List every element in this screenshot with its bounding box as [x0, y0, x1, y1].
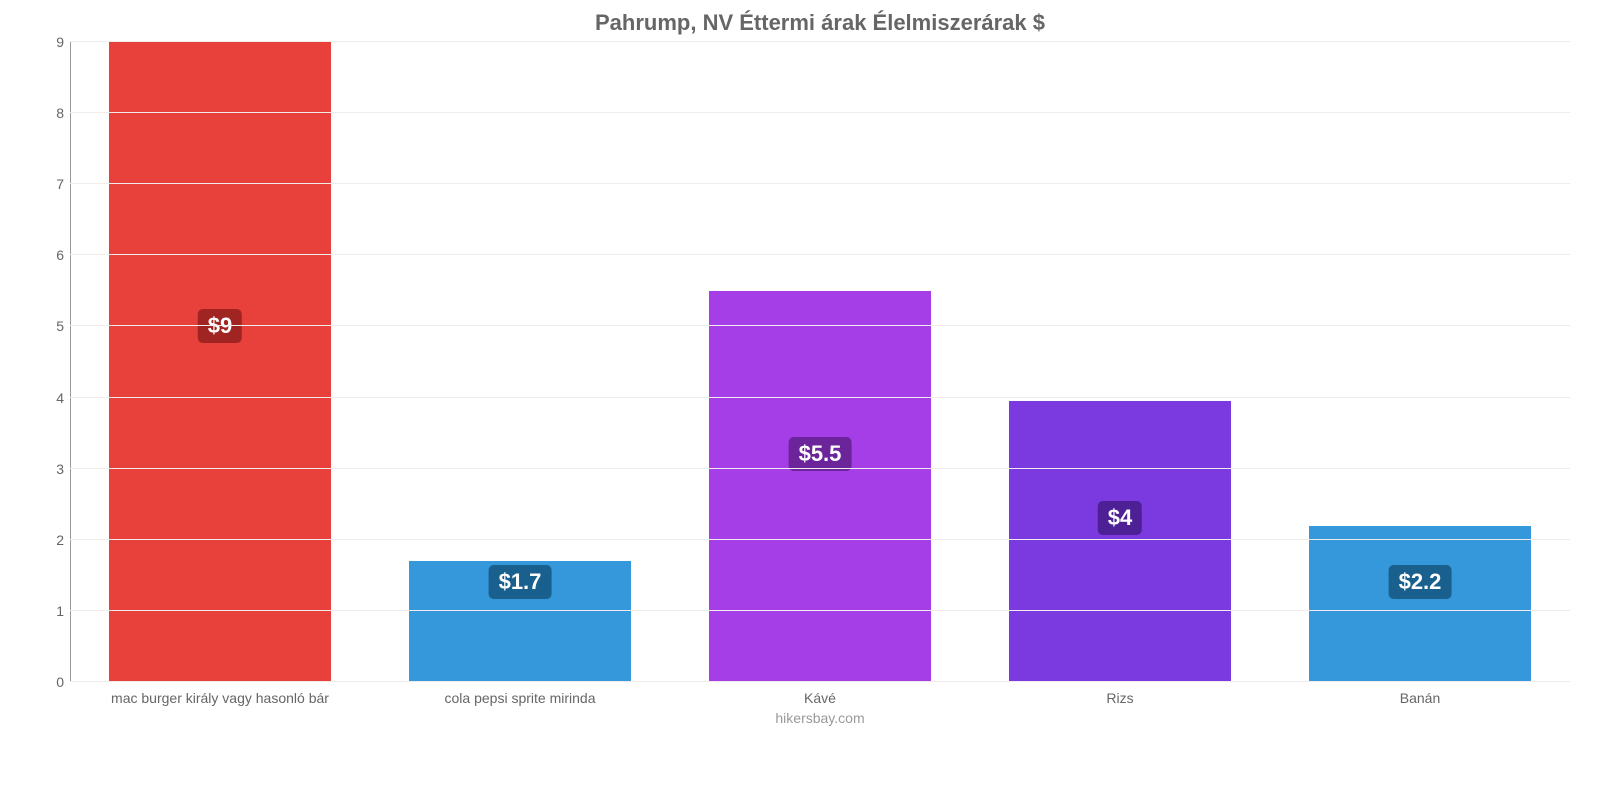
y-tick-label: 9: [30, 34, 64, 50]
y-tick-label: 0: [30, 674, 64, 690]
y-tick-label: 5: [30, 318, 64, 334]
y-tick-label: 4: [30, 390, 64, 406]
y-tick-label: 2: [30, 532, 64, 548]
y-tick-label: 3: [30, 461, 64, 477]
gridline: [70, 112, 1570, 113]
y-tick-label: 8: [30, 105, 64, 121]
gridline: [70, 397, 1570, 398]
bar: $5.5: [709, 291, 931, 682]
chart-footer: hikersbay.com: [70, 710, 1570, 726]
bar-slot: $5.5: [670, 42, 970, 682]
gridline: [70, 325, 1570, 326]
gridline: [70, 183, 1570, 184]
bars-container: $9 $1.7 $5.5 $4 $2.2: [70, 42, 1570, 682]
value-badge: $2.2: [1389, 565, 1452, 599]
x-axis-label: Rizs: [970, 690, 1270, 706]
y-tick-label: 7: [30, 176, 64, 192]
x-axis-label: Kávé: [670, 690, 970, 706]
gridline: [70, 468, 1570, 469]
x-axis-labels: mac burger király vagy hasonló bárcola p…: [70, 690, 1570, 706]
gridline: [70, 41, 1570, 42]
bar-slot: $1.7: [370, 42, 670, 682]
value-badge: $1.7: [489, 565, 552, 599]
value-badge: $4: [1098, 501, 1142, 535]
bar: $4: [1009, 401, 1231, 682]
bar: $2.2: [1309, 526, 1531, 682]
gridline: [70, 254, 1570, 255]
price-bar-chart: Pahrump, NV Éttermi árak Élelmiszerárak …: [0, 0, 1600, 800]
y-tick-label: 6: [30, 247, 64, 263]
x-axis-label: mac burger király vagy hasonló bár: [70, 690, 370, 706]
bar: $9: [109, 42, 331, 682]
gridline: [70, 610, 1570, 611]
chart-title: Pahrump, NV Éttermi árak Élelmiszerárak …: [70, 10, 1570, 36]
y-tick-label: 1: [30, 603, 64, 619]
bar-slot: $2.2: [1270, 42, 1570, 682]
value-badge: $5.5: [789, 437, 852, 471]
x-axis-label: cola pepsi sprite mirinda: [370, 690, 670, 706]
plot-area: $9$1.7$5.5$4$2.2 0123456789: [70, 42, 1570, 682]
gridline: [70, 681, 1570, 682]
bar-slot: $4: [970, 42, 1270, 682]
bar: $1.7: [409, 561, 631, 682]
gridline: [70, 539, 1570, 540]
x-axis-label: Banán: [1270, 690, 1570, 706]
bar-slot: $9: [70, 42, 370, 682]
value-badge: $9: [198, 309, 242, 343]
